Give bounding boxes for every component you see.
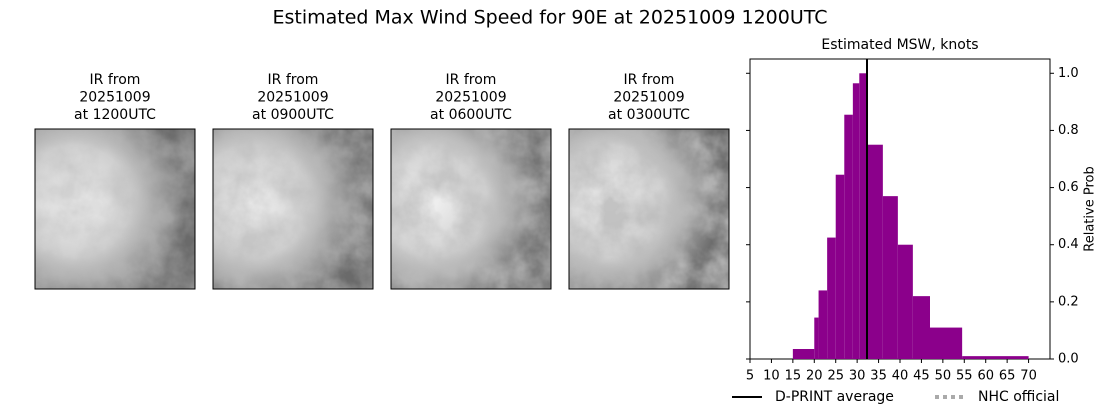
image-frame <box>568 128 730 290</box>
bar <box>852 83 860 360</box>
bar <box>962 356 1029 359</box>
panel-title: 20251009 <box>435 90 506 106</box>
x-tick-label: 30 <box>849 369 866 384</box>
panel-title: at 0900UTC <box>252 107 334 123</box>
panel-title: IR from <box>90 72 141 88</box>
figure-title: Estimated Max Wind Speed for 90E at 2025… <box>272 7 827 29</box>
bar <box>827 237 836 359</box>
image-frame <box>212 128 374 290</box>
panel-title: IR from <box>446 72 497 88</box>
panel-title: at 0300UTC <box>608 107 690 123</box>
x-tick-label: 25 <box>827 369 844 384</box>
bar <box>792 349 815 359</box>
x-tick-label: 10 <box>763 369 780 384</box>
x-tick-label: 65 <box>999 369 1016 384</box>
y-tick-label: 1.0 <box>1058 66 1079 81</box>
panel-title: 20251009 <box>257 90 328 106</box>
x-tick-label: 15 <box>785 369 802 384</box>
image-frame <box>34 128 196 290</box>
legend-label: D-PRINT average <box>775 389 894 405</box>
x-tick-label: 5 <box>746 369 754 384</box>
legend-label: NHC official <box>978 389 1059 405</box>
bar <box>912 296 930 359</box>
bar <box>818 290 828 359</box>
x-tick-label: 40 <box>892 369 909 384</box>
x-tick-label: 35 <box>870 369 887 384</box>
y-tick-label: 0.6 <box>1058 180 1079 195</box>
x-tick-label: 60 <box>977 369 994 384</box>
y-tick-label: 0.0 <box>1058 352 1079 367</box>
panel-title: IR from <box>268 72 319 88</box>
x-tick-label: 70 <box>1020 369 1037 384</box>
panel-title: at 0600UTC <box>430 107 512 123</box>
bar <box>897 244 913 359</box>
y-axis-label: Relative Prob <box>1083 166 1098 251</box>
bar <box>844 114 853 359</box>
cloud-texture <box>213 129 373 289</box>
y-tick-label: 0.8 <box>1058 123 1079 138</box>
image-frame <box>390 128 552 290</box>
x-tick-label: 55 <box>956 369 973 384</box>
y-tick-label: 0.2 <box>1058 294 1079 309</box>
bar <box>882 196 898 359</box>
y-tick-label: 0.4 <box>1058 237 1079 252</box>
bar <box>814 317 819 359</box>
x-tick-label: 50 <box>935 369 952 384</box>
panel-title: 20251009 <box>79 90 150 106</box>
panel-title: IR from <box>624 72 675 88</box>
x-tick-label: 45 <box>913 369 930 384</box>
bar <box>835 174 845 359</box>
cloud-texture <box>569 129 729 289</box>
cloud-texture <box>35 129 195 289</box>
bar <box>867 144 883 359</box>
chart-title: Estimated MSW, knots <box>821 37 978 53</box>
bar <box>930 327 963 359</box>
panel-title: 20251009 <box>613 90 684 106</box>
x-tick-label: 20 <box>806 369 823 384</box>
bar <box>859 73 868 360</box>
cloud-texture <box>391 129 551 289</box>
panel-title: at 1200UTC <box>74 107 156 123</box>
